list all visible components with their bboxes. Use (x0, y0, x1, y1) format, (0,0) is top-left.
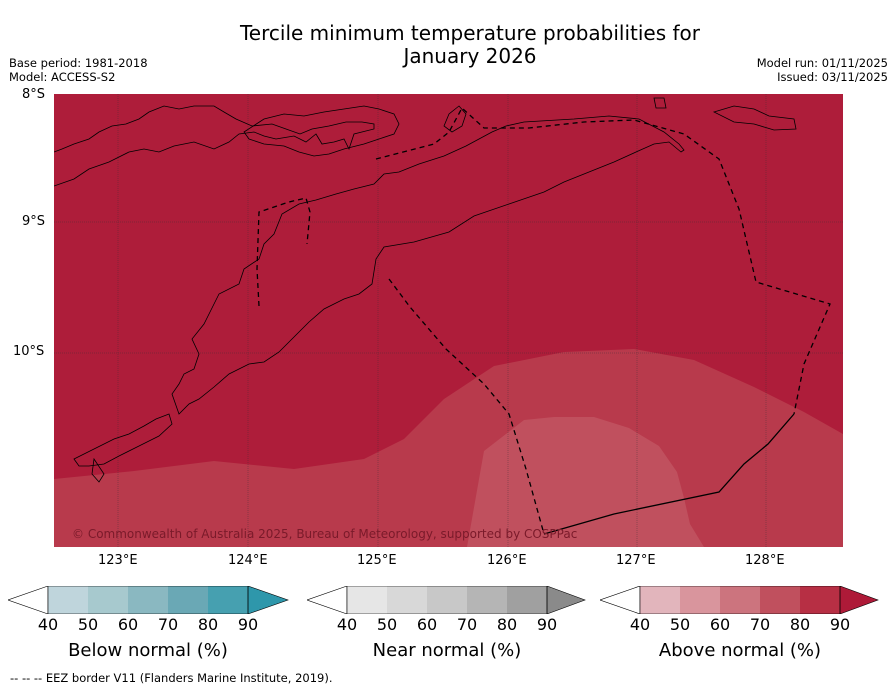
base-period: Base period: 1981-2018 (9, 56, 148, 70)
lon-label-128e: 128°E (745, 553, 785, 568)
flores-island (54, 105, 375, 187)
timor-coastline (171, 115, 685, 415)
colorbar-tick: 80 (197, 615, 219, 634)
lat-label-10s: 10°S (13, 344, 45, 359)
colorbar-tick: 50 (77, 615, 99, 634)
cb-above-seg (680, 586, 720, 614)
colorbar-near-normal (307, 586, 586, 614)
colorbar-tick: 50 (376, 615, 398, 634)
alor-island (243, 105, 400, 157)
colorbar-tick: 40 (336, 615, 358, 634)
sumba-island (73, 413, 173, 467)
colorbar-title-above: Above normal (%) (658, 640, 822, 661)
colorbar-tick: 40 (629, 615, 651, 634)
colorbar-tick: 90 (536, 615, 558, 634)
probability-map: © Commonwealth of Australia 2025, Bureau… (54, 94, 843, 547)
colorbar-tick: 60 (416, 615, 438, 634)
issued-date: Issued: 03/11/2025 (777, 70, 888, 84)
colorbar-tick: 60 (117, 615, 139, 634)
cb-above-seg (720, 586, 760, 614)
cb-above-seg (800, 586, 840, 614)
cb-above-arrow-right (839, 586, 879, 614)
cb-near-seg (347, 586, 387, 614)
above-70-region (467, 417, 704, 547)
cb-near-seg (507, 586, 547, 614)
cb-near-arrow-right (546, 586, 586, 614)
copyright-text: © Commonwealth of Australia 2025, Bureau… (72, 527, 577, 541)
lon-label-127e: 127°E (616, 553, 656, 568)
small-island-north (653, 97, 667, 109)
coastlines (54, 97, 797, 483)
colorbar-tick: 80 (789, 615, 811, 634)
colorbar-tick: 50 (669, 615, 691, 634)
cb-near-seg (387, 586, 427, 614)
lon-label-124e: 124°E (228, 553, 268, 568)
colorbar-below-normal (8, 586, 289, 614)
cb-below-seg (88, 586, 128, 614)
colorbar-title-near: Near normal (%) (372, 640, 522, 661)
colorbar-title-below: Below normal (%) (68, 640, 228, 661)
rote-island (91, 457, 105, 483)
cb-near-seg (427, 586, 467, 614)
colorbar-tick: 90 (237, 615, 259, 634)
cb-below-seg (168, 586, 208, 614)
colorbar-tick: 40 (37, 615, 59, 634)
lat-label-9s: 9°S (22, 214, 46, 229)
colorbar-tick: 70 (456, 615, 478, 634)
title-line2: January 2026 (403, 44, 537, 68)
lon-label-125e: 125°E (357, 553, 397, 568)
cb-below-arrow-left (8, 586, 49, 614)
grid-lines (54, 94, 843, 547)
cb-below-seg (48, 586, 88, 614)
wetar-island (712, 105, 797, 131)
lon-label-123e: 123°E (98, 553, 138, 568)
colorbar-tick: 90 (829, 615, 851, 634)
cb-above-seg (760, 586, 800, 614)
colorbar-above-normal (600, 586, 879, 614)
cb-above-arrow-left (600, 586, 641, 614)
lat-label-8s: 8°S (22, 87, 46, 102)
title-line1: Tercile minimum temperature probabilitie… (239, 21, 701, 45)
lon-label-126e: 126°E (487, 553, 527, 568)
cb-above-seg (640, 586, 680, 614)
colorbar-tick: 60 (709, 615, 731, 634)
cb-near-seg (467, 586, 507, 614)
cb-below-arrow-right (247, 586, 289, 614)
model-run: Model run: 01/11/2025 (756, 56, 888, 70)
colorbar-tick: 80 (496, 615, 518, 634)
cb-near-arrow-left (307, 586, 348, 614)
cb-below-seg (128, 586, 168, 614)
eez-border (256, 106, 831, 535)
cb-below-seg (208, 586, 248, 614)
colorbar-tick: 70 (157, 615, 179, 634)
eez-footer-note: -- -- -- EEZ border V11 (Flanders Marine… (10, 671, 333, 685)
atauro-island (443, 105, 467, 133)
colorbar-tick: 70 (749, 615, 771, 634)
model-name: Model: ACCESS-S2 (9, 70, 116, 84)
